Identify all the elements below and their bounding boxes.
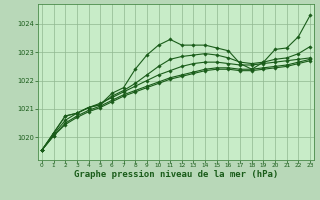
X-axis label: Graphe pression niveau de la mer (hPa): Graphe pression niveau de la mer (hPa) bbox=[74, 170, 278, 179]
